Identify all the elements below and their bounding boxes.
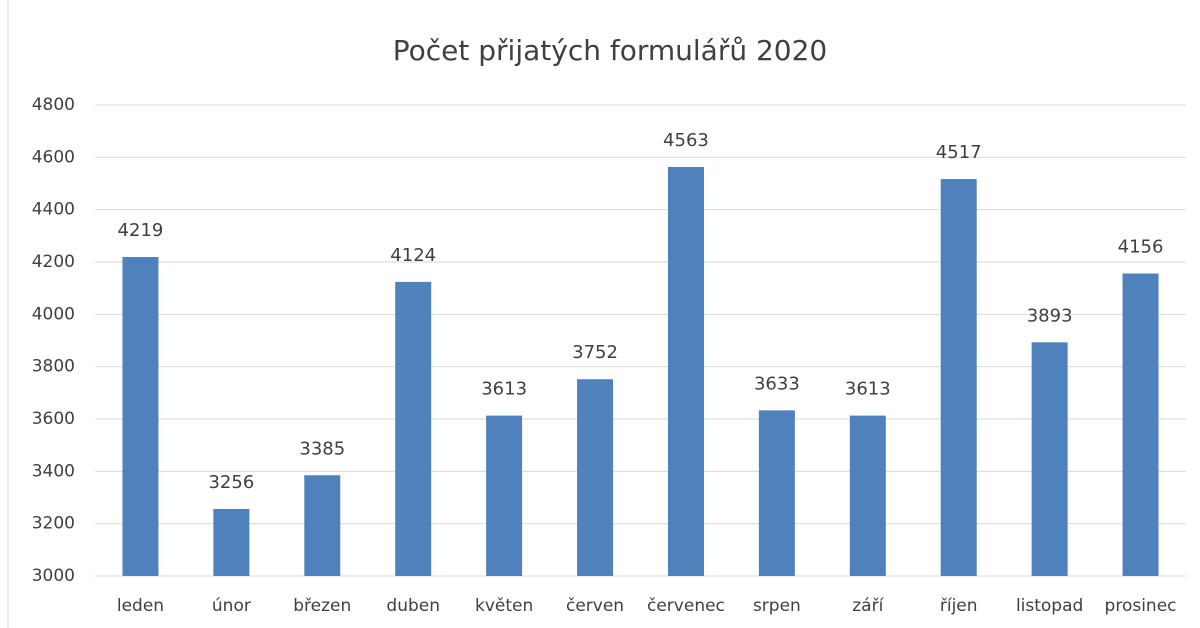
y-tick-label: 3600 [32, 409, 75, 429]
y-tick-label: 3000 [32, 566, 75, 586]
bar [758, 410, 795, 576]
x-tick-label: říjen [940, 596, 978, 616]
x-tick-label: listopad [1016, 596, 1083, 616]
x-tick-label: leden [117, 596, 164, 616]
x-tick-label: únor [212, 596, 251, 616]
y-tick-label: 4400 [32, 200, 75, 220]
bar [213, 509, 250, 576]
data-label: 3256 [208, 472, 254, 493]
x-tick-label: prosinec [1105, 596, 1177, 616]
bar [849, 415, 886, 576]
bar [1122, 273, 1159, 576]
x-tick-label: září [852, 596, 884, 616]
bar [122, 257, 159, 576]
data-label: 4563 [663, 130, 709, 151]
x-tick-label: červen [566, 596, 624, 616]
data-label: 3752 [572, 342, 618, 363]
bar [667, 167, 704, 576]
data-label: 3633 [754, 373, 800, 394]
data-label: 3613 [845, 379, 891, 400]
y-tick-label: 3200 [32, 514, 75, 534]
bar [486, 415, 523, 576]
x-tick-label: březen [293, 596, 351, 616]
x-tick-label: červenec [647, 596, 725, 616]
bar [577, 379, 614, 576]
y-tick-label: 4800 [32, 95, 75, 115]
y-tick-label: 4600 [32, 147, 75, 167]
data-label: 4219 [118, 220, 164, 241]
bar [395, 281, 432, 576]
bar [1031, 342, 1068, 576]
x-tick-label: duben [386, 596, 440, 616]
y-tick-label: 4200 [32, 252, 75, 272]
data-label: 4156 [1118, 237, 1164, 258]
data-label: 3613 [481, 379, 527, 400]
x-tick-label: srpen [753, 596, 801, 616]
chart-title: Počet přijatých formulářů 2020 [393, 34, 828, 67]
bar [304, 475, 341, 576]
data-label: 3385 [299, 438, 345, 459]
bar [940, 179, 977, 576]
y-tick-label: 3400 [32, 461, 75, 481]
y-tick-label: 3800 [32, 357, 75, 377]
data-label: 3893 [1027, 305, 1073, 326]
data-label: 4124 [390, 245, 436, 266]
x-tick-label: květen [475, 596, 533, 616]
y-tick-label: 4000 [32, 304, 75, 324]
data-label: 4517 [936, 142, 982, 163]
